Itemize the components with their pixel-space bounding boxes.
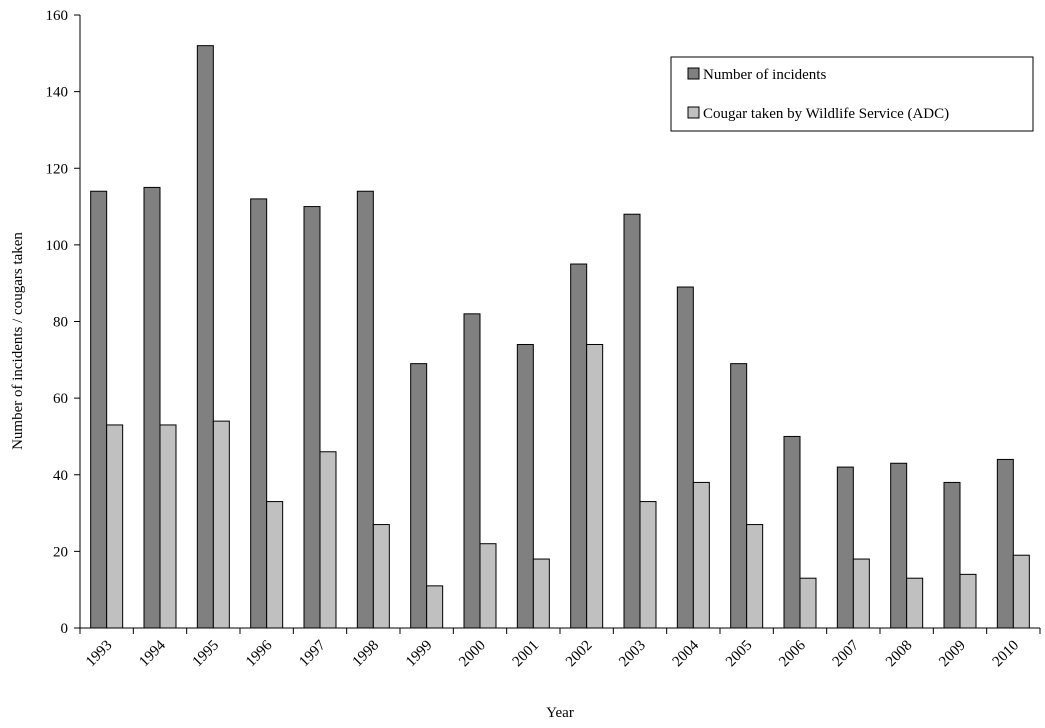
bar-incidents-2005 xyxy=(730,363,748,629)
x-tick-label: 1999 xyxy=(403,638,436,671)
bar-cougars-2002 xyxy=(586,343,604,629)
bar-incidents-2007 xyxy=(836,466,854,629)
bar-incidents-2002 xyxy=(570,263,588,629)
x-tick-label: 2008 xyxy=(883,638,916,671)
bar-incidents-2001 xyxy=(516,343,534,629)
bar-cougars-1996 xyxy=(266,501,284,629)
bar-incidents-1994 xyxy=(143,186,161,629)
x-tick-label: 1993 xyxy=(83,638,116,671)
bar-incidents-2004 xyxy=(676,286,694,629)
bar-cougars-2001 xyxy=(532,558,550,629)
x-tick-label: 1997 xyxy=(296,637,329,670)
legend-swatch-cougars xyxy=(687,106,700,119)
y-tick-label: 140 xyxy=(46,85,69,101)
bar-cougars-2006 xyxy=(799,577,817,629)
bar-cougars-1998 xyxy=(372,524,390,629)
x-tick-label: 2000 xyxy=(456,638,489,671)
bar-incidents-1993 xyxy=(90,190,108,629)
x-tick-label: 2006 xyxy=(776,637,809,670)
bar-cougars-2008 xyxy=(906,577,924,629)
y-tick-label: 80 xyxy=(53,315,68,331)
x-axis: 1993 1994 1995 1996 1997 1998 1999 2000 2001 2002… xyxy=(79,627,1041,671)
bar-cougars-2003 xyxy=(639,501,657,629)
bar-incidents-2009 xyxy=(943,481,961,629)
bar-cougars-2004 xyxy=(692,481,710,629)
bars-group xyxy=(90,45,1030,629)
bar-cougars-1994 xyxy=(159,424,177,629)
bar-incidents-1995 xyxy=(196,45,214,629)
bar-incidents-1998 xyxy=(356,190,374,629)
bar-cougars-2005 xyxy=(746,524,764,629)
bar-cougars-2010 xyxy=(1012,554,1030,629)
x-tick-label: 1996 xyxy=(243,637,276,670)
bar-incidents-1999 xyxy=(410,363,428,629)
y-axis-label: Number of incidents / cougars taken xyxy=(10,232,26,450)
x-tick-label: 2009 xyxy=(936,638,969,671)
legend: Number of incidents Cougar taken by Wild… xyxy=(670,56,1034,132)
legend-label-cougars: Cougar taken by Wildlife Service (ADC) xyxy=(703,106,949,122)
y-tick-label: 120 xyxy=(46,161,69,177)
bar-incidents-1997 xyxy=(303,206,321,629)
legend-label-incidents: Number of incidents xyxy=(703,67,826,83)
bar-incidents-1996 xyxy=(250,198,268,629)
y-tick-label: 160 xyxy=(46,8,69,24)
y-tick-label: 0 xyxy=(61,621,69,637)
legend-box xyxy=(670,56,1034,132)
x-tick-label: 1998 xyxy=(350,638,383,671)
bar-cougars-2009 xyxy=(959,573,977,629)
bar-incidents-2003 xyxy=(623,213,641,629)
bar-cougars-1997 xyxy=(319,451,337,629)
x-tick-label: 2004 xyxy=(670,637,703,670)
bar-cougars-1993 xyxy=(106,424,124,629)
y-tick-label: 40 xyxy=(53,468,68,484)
legend-swatch-incidents xyxy=(687,67,700,80)
y-tick-label: 60 xyxy=(53,391,68,407)
bar-incidents-2000 xyxy=(463,313,481,629)
bar-cougars-1999 xyxy=(426,585,444,629)
x-tick-label: 2002 xyxy=(563,638,596,671)
bar-incidents-2008 xyxy=(890,462,908,629)
y-tick-label: 100 xyxy=(46,238,69,254)
bar-cougars-2007 xyxy=(852,558,870,629)
bar-incidents-2006 xyxy=(783,435,801,629)
x-tick-label: 2007 xyxy=(830,637,863,670)
x-tick-label: 2001 xyxy=(510,638,543,671)
x-tick-label: 1995 xyxy=(190,638,223,671)
y-tick-label: 20 xyxy=(53,544,68,560)
bar-cougars-1995 xyxy=(212,420,230,629)
x-tick-label: 1994 xyxy=(136,637,169,670)
y-axis: 0 20 40 60 80 100 120 140 160 xyxy=(46,8,81,637)
x-tick-label: 2005 xyxy=(723,638,756,671)
x-tick-label: 2010 xyxy=(990,638,1023,671)
bar-incidents-2010 xyxy=(996,458,1014,629)
x-tick-label: 2003 xyxy=(616,638,649,671)
bar-cougars-2000 xyxy=(479,543,497,629)
x-axis-label: Year xyxy=(546,705,574,721)
